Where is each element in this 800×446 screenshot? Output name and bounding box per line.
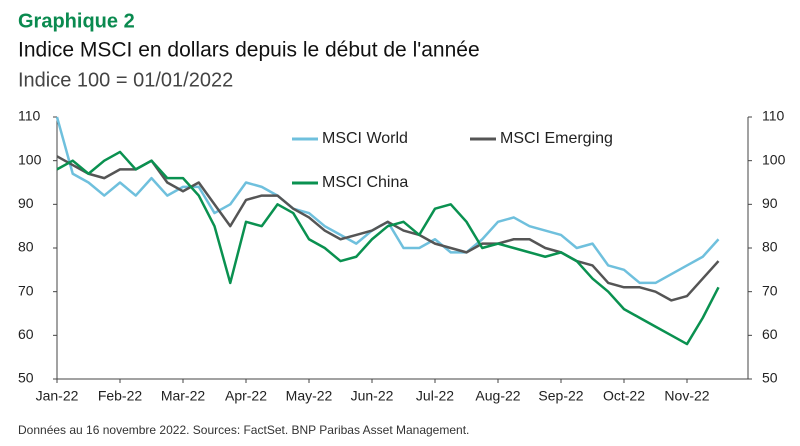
x-tick-label: Oct-22 <box>603 388 645 404</box>
x-tick-label: Apr-22 <box>225 388 267 404</box>
y-tick-label: 90 <box>18 195 34 211</box>
y-axis-label: Indice 100 = 01/01/2022 <box>18 69 233 91</box>
y-tick-label: 110 <box>18 108 41 124</box>
y-tick-label: 80 <box>18 239 34 255</box>
y-tick-label: 60 <box>18 326 34 342</box>
x-tick-label: Jun-22 <box>351 388 394 404</box>
line-series <box>56 150 720 346</box>
y2-tick-label: 50 <box>762 370 778 386</box>
y2-tick-label: 60 <box>762 326 778 342</box>
y2-tick-label: 70 <box>762 282 778 298</box>
x-tick-label: May-22 <box>286 388 333 404</box>
legend-label: MSCI World <box>322 130 408 147</box>
legend-label: MSCI China <box>322 174 408 191</box>
note: Données au 16 novembre 2022. Sources: Fa… <box>18 423 469 437</box>
chart-subtitle: Indice MSCI en dollars depuis le début d… <box>18 39 480 62</box>
x-tick-label: Jul-22 <box>416 388 454 404</box>
line-series <box>56 155 720 302</box>
legend-label: MSCI Emerging <box>500 130 613 147</box>
x-tick-label: Aug-22 <box>475 388 520 404</box>
x-tick-label: Mar-22 <box>161 388 206 404</box>
y-tick-label: 70 <box>18 282 34 298</box>
x-tick-label: Jan-22 <box>36 388 79 404</box>
y-tick-label: 100 <box>18 151 42 167</box>
y2-tick-label: 110 <box>762 108 785 124</box>
chart-title: Graphique 2 <box>18 10 135 32</box>
y2-tick-label: 80 <box>762 239 778 255</box>
y2-tick-label: 100 <box>762 151 786 167</box>
y-tick-label: 50 <box>18 370 34 386</box>
x-tick-label: Feb-22 <box>98 388 143 404</box>
x-tick-label: Nov-22 <box>664 388 709 404</box>
x-tick-label: Sep-22 <box>538 388 583 404</box>
y2-tick-label: 90 <box>762 195 778 211</box>
